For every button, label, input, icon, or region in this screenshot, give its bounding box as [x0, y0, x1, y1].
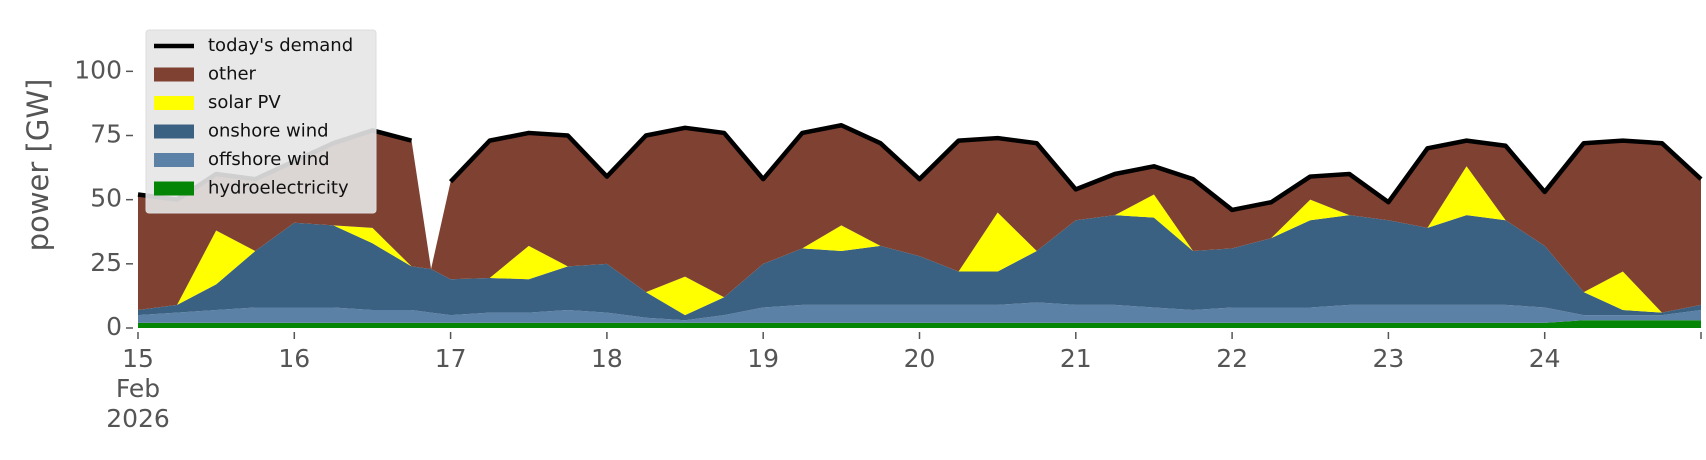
- legend-swatch: [154, 181, 194, 196]
- y-tick-label: 50: [90, 184, 122, 213]
- legend-swatch: [154, 67, 194, 82]
- x-tick-label: 15 Feb 2026: [106, 344, 170, 433]
- legend-label: hydroelectricity: [208, 178, 349, 199]
- x-tick-label: 22: [1216, 344, 1248, 373]
- y-tick-label: 25: [90, 248, 122, 277]
- legend-box: [145, 29, 377, 214]
- x-tick-label: 21: [1059, 344, 1092, 373]
- area: [138, 125, 1701, 313]
- y-tick-label: 75: [90, 120, 122, 149]
- area: [138, 166, 1701, 316]
- legend-swatch: [154, 153, 194, 167]
- legend-swatch: [154, 96, 194, 110]
- x-tick-label: 24: [1528, 344, 1561, 373]
- x-tick-label: 23: [1372, 344, 1405, 373]
- y-tick-label: 100: [74, 55, 122, 84]
- x-tick-label: 16: [278, 344, 311, 373]
- y-tick-label: 0: [106, 312, 122, 341]
- y-axis-label: power [GW]: [21, 79, 55, 252]
- legend-label: offshore wind: [208, 149, 330, 170]
- legend-label: today's demand: [208, 35, 353, 56]
- area: [138, 215, 1701, 321]
- legend-label: solar PV: [208, 92, 281, 113]
- x-tick-label: 18: [590, 344, 623, 373]
- legend-swatch: [154, 124, 194, 139]
- x-tick-label: 20: [903, 344, 936, 373]
- legend: today's demand other solar PV onshore wind o…: [145, 29, 377, 214]
- legend-label: onshore wind: [208, 121, 329, 142]
- legend-label: other: [208, 64, 257, 85]
- area: [138, 320, 1701, 328]
- x-tick-label: 17: [434, 344, 467, 373]
- x-tick-label: 19: [747, 344, 780, 373]
